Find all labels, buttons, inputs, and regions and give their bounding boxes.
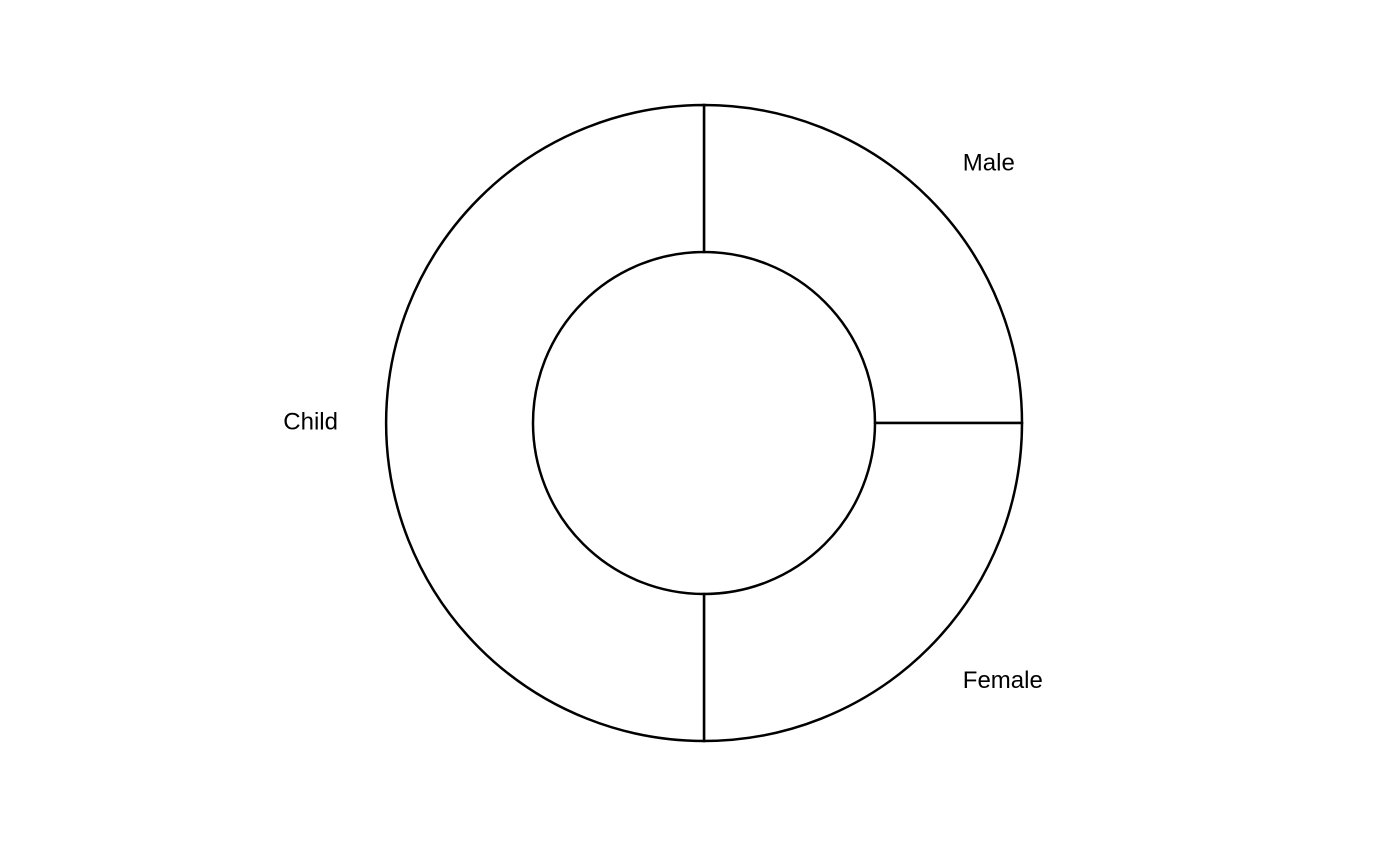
slice-male	[702, 103, 1024, 425]
slice-label-female: Female	[963, 667, 1043, 694]
slice-label-male: Male	[963, 150, 1015, 177]
slice-female	[702, 421, 1024, 743]
donut-slices	[384, 103, 1024, 743]
slice-child	[384, 103, 706, 743]
donut-labels: Male Female Child	[283, 150, 1043, 695]
slice-label-child: Child	[283, 408, 338, 435]
